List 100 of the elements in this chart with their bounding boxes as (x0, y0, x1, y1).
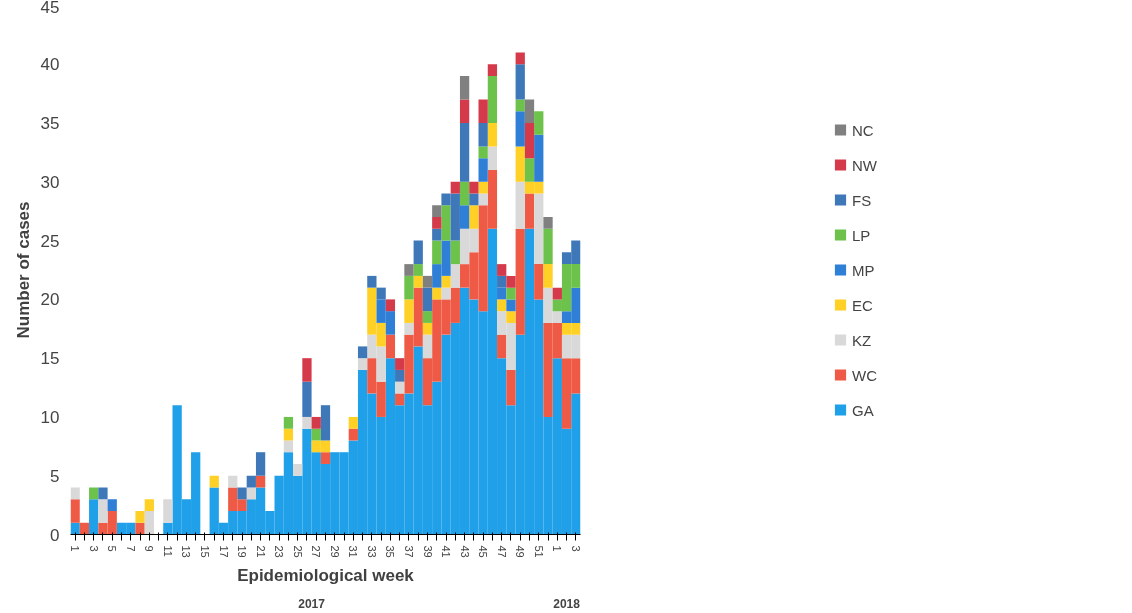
y-tick-label: 20 (40, 290, 60, 310)
bar (506, 275, 516, 288)
x-tick-label: 43 (458, 545, 471, 558)
x-tick-label: 25 (291, 545, 304, 558)
bar (524, 123, 535, 159)
x-tick-label: 13 (180, 545, 193, 558)
bar (163, 499, 173, 523)
legend-label: KZ (852, 331, 872, 348)
x-tick-label: 23 (273, 545, 286, 558)
bar (478, 181, 488, 194)
bar (283, 428, 294, 441)
x-tick-label: 27 (310, 545, 323, 558)
bar (432, 217, 442, 229)
bar (552, 287, 562, 300)
bar (515, 99, 525, 112)
bar (506, 311, 516, 323)
bar (70, 499, 80, 523)
bar (404, 264, 414, 276)
bar (293, 463, 303, 476)
bar (450, 240, 460, 265)
x-tick-label: 21 (254, 545, 267, 558)
x-tick-label: 3 (87, 545, 100, 552)
bar (422, 311, 433, 323)
y-tick-label: 35 (40, 114, 60, 134)
bar (89, 499, 99, 535)
bar (246, 475, 256, 488)
y-tick-label: 40 (40, 55, 60, 75)
x-tick-label: 31 (347, 545, 360, 558)
bar (413, 240, 423, 265)
bar (422, 334, 433, 359)
bar (209, 475, 219, 488)
bar (469, 193, 479, 206)
bar (107, 499, 117, 511)
bar (135, 522, 145, 535)
bar (98, 487, 108, 500)
x-tick-label: 47 (495, 545, 508, 558)
bar (487, 64, 498, 77)
bar (487, 123, 498, 147)
bar (237, 487, 247, 500)
bar (320, 405, 331, 441)
bar (413, 275, 423, 288)
bar (320, 452, 331, 464)
bar (70, 487, 80, 500)
legend-label: WC (852, 366, 877, 383)
y-tick-label: 0 (50, 525, 60, 545)
bar (524, 158, 535, 182)
bar (534, 111, 544, 135)
x-tick-label: 37 (402, 545, 415, 558)
bar (404, 322, 414, 335)
bar (302, 416, 312, 429)
x-tick-label: 9 (143, 545, 156, 552)
bar (441, 205, 451, 241)
bar (395, 393, 405, 406)
legend-label: GA (852, 401, 874, 418)
bar (459, 99, 470, 124)
bar (385, 334, 396, 359)
bar (543, 264, 553, 288)
x-tick-label: 1 (551, 545, 564, 552)
bar (497, 275, 507, 288)
x-tick-label: 7 (124, 545, 137, 552)
bar (395, 381, 405, 394)
bar (395, 369, 405, 382)
bar (515, 64, 525, 100)
bar (376, 287, 386, 300)
bar (515, 228, 525, 335)
bar (478, 158, 488, 182)
x-axis-title: Epidemiological week (237, 565, 415, 585)
bar (255, 452, 266, 476)
bar (283, 416, 294, 429)
bar (404, 275, 414, 300)
bar (385, 299, 396, 312)
bar (524, 99, 535, 124)
legend-label: NW (852, 156, 877, 173)
bar (506, 287, 516, 300)
x-tick-label: 29 (328, 545, 341, 558)
legend-label: LP (852, 226, 872, 243)
bar (422, 322, 433, 335)
bar (497, 287, 507, 300)
bar (135, 510, 145, 523)
bar (459, 181, 470, 206)
text: 2018 (553, 596, 581, 611)
bar (432, 240, 442, 265)
bar (348, 416, 358, 429)
bar (357, 346, 368, 359)
bar (506, 369, 516, 406)
bar (469, 205, 479, 229)
bar (441, 275, 451, 288)
x-tick-label: 19 (236, 545, 249, 558)
legend-label: EC (852, 296, 873, 313)
y-tick-label: 10 (40, 407, 60, 427)
y-tick-label: 15 (40, 349, 60, 369)
x-tick-label: 15 (198, 545, 211, 558)
bar (246, 487, 256, 500)
x-tick-label: 51 (532, 545, 545, 558)
bar (395, 358, 405, 370)
x-tick-label: 3 (569, 545, 582, 552)
x-tick-label: 17 (217, 545, 230, 558)
x-tick-label: 35 (384, 545, 397, 558)
bar (497, 264, 507, 276)
bar (459, 123, 470, 182)
